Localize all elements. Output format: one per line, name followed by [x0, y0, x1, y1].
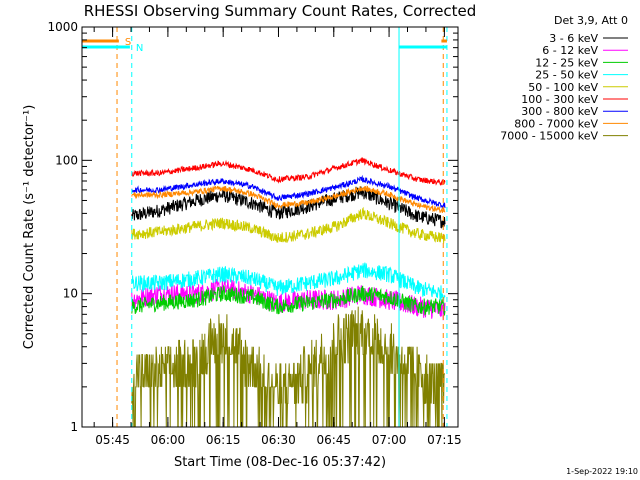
- x-tick-label: 06:30: [261, 433, 296, 447]
- flag-label: S: [125, 37, 131, 48]
- legend-label: 100 - 300 keV: [521, 93, 598, 106]
- legend-label: 50 - 100 keV: [528, 81, 598, 94]
- series-line: [131, 174, 446, 210]
- series-layer: [131, 157, 446, 427]
- legend-label: 12 - 25 keV: [535, 56, 598, 69]
- chart-title: RHESSI Observing Summary Count Rates, Co…: [84, 2, 477, 20]
- series-line: [131, 206, 446, 244]
- series-line: [131, 186, 446, 229]
- x-tick-label: 06:00: [151, 433, 186, 447]
- legend-label: 7000 - 15000 keV: [500, 130, 598, 143]
- x-tick-label: 07:00: [372, 433, 407, 447]
- footer-timestamp: 1-Sep-2022 19:10: [566, 467, 638, 476]
- legend-header: Det 3,9, Att 0: [554, 14, 628, 27]
- series-line: [131, 306, 445, 427]
- x-axis: 05:45 06:00 06:15 06:30 06:45 07:00 07:15: [93, 27, 462, 447]
- y-tick-label: 100: [55, 153, 78, 167]
- series-line: [131, 157, 446, 186]
- x-tick-label: 05:45: [95, 433, 130, 447]
- x-tick-label: 06:15: [206, 433, 241, 447]
- x-tick-label: 07:15: [427, 433, 462, 447]
- legend-label: 800 - 7000 keV: [514, 117, 598, 130]
- marker-layer: SN: [82, 27, 448, 427]
- plot-frame: [81, 26, 459, 428]
- series-line: [131, 262, 446, 304]
- legend-label: 25 - 50 keV: [535, 69, 598, 82]
- series-line: [131, 284, 446, 317]
- y-tick-label: 1: [70, 420, 78, 434]
- legend-label: 3 - 6 keV: [549, 32, 598, 45]
- series-line: [131, 185, 446, 213]
- y-tick-label: 10: [63, 287, 78, 301]
- legend-label: 300 - 800 keV: [521, 105, 598, 118]
- y-axis: 1 10 100 1000: [47, 20, 458, 434]
- y-tick-label: 1000: [47, 20, 78, 34]
- series-line: [131, 278, 446, 321]
- legend-label: 6 - 12 keV: [542, 44, 598, 57]
- flag-label: N: [136, 43, 143, 54]
- y-axis-label: Corrected Count Rate (s⁻¹ detector⁻¹): [22, 105, 37, 350]
- x-tick-label: 06:45: [316, 433, 351, 447]
- x-axis-label: Start Time (08-Dec-16 05:37:42): [174, 455, 386, 470]
